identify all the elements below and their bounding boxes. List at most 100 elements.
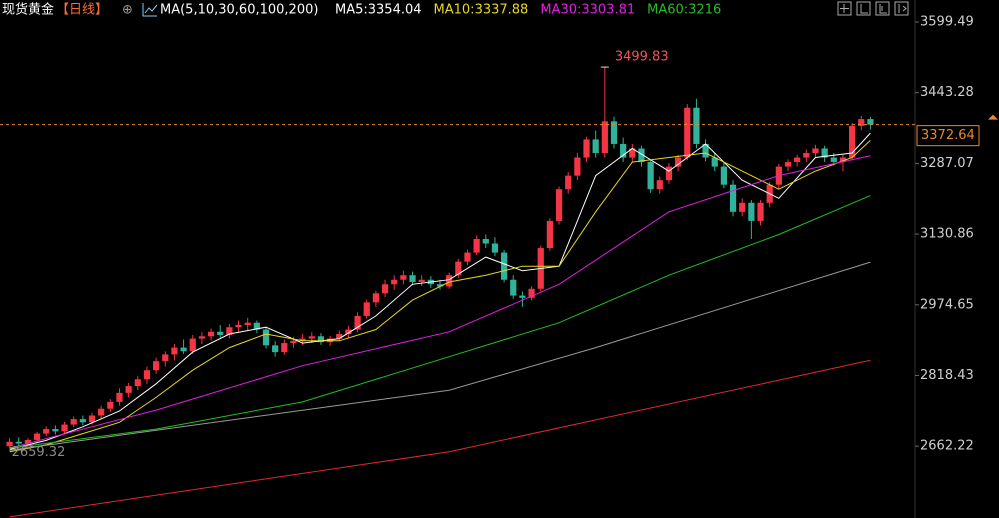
candle-body bbox=[262, 329, 270, 346]
last-price-label: 3372.64 bbox=[921, 128, 975, 143]
candle-body bbox=[583, 139, 590, 158]
candle-body bbox=[134, 379, 141, 387]
candle-body bbox=[574, 157, 581, 176]
candle-body bbox=[226, 327, 233, 335]
y-tick-label: 3599.49 bbox=[920, 14, 974, 29]
candle-body bbox=[61, 424, 68, 432]
ma-line bbox=[9, 261, 871, 451]
candle-body bbox=[500, 252, 508, 280]
indicator: MA(5,10,30,60,100,200) bbox=[160, 3, 318, 18]
candle-body bbox=[24, 439, 32, 444]
candle-body bbox=[665, 166, 673, 181]
candle-body bbox=[839, 157, 847, 163]
candle-body bbox=[482, 238, 489, 244]
candle-body bbox=[436, 284, 444, 287]
legend-entry: MA10:3337.88 bbox=[434, 3, 529, 18]
candle-body bbox=[684, 107, 691, 158]
candle-body bbox=[629, 148, 636, 158]
candle-body bbox=[336, 334, 343, 339]
candle-body bbox=[180, 347, 187, 352]
candle-body bbox=[409, 275, 416, 282]
candle-body bbox=[198, 336, 206, 339]
candle-body bbox=[281, 343, 288, 353]
candle-body bbox=[656, 180, 663, 190]
candle-body bbox=[638, 148, 645, 163]
candle-body bbox=[858, 119, 865, 126]
candle-body bbox=[711, 157, 718, 167]
candle-body bbox=[244, 322, 251, 325]
title: 现货黄金 bbox=[2, 2, 54, 18]
y-tick-label: 3287.07 bbox=[920, 156, 974, 171]
add-icon[interactable]: ⊕ bbox=[122, 3, 133, 18]
candle-body bbox=[116, 392, 123, 402]
candle-body bbox=[510, 279, 517, 296]
candle-body bbox=[848, 125, 856, 158]
candle-body bbox=[345, 329, 352, 335]
y-tick-label: 2818.43 bbox=[920, 368, 974, 383]
candle-body bbox=[391, 279, 398, 285]
candle-body bbox=[290, 340, 297, 344]
candle-body bbox=[143, 370, 151, 380]
candle-body bbox=[803, 153, 810, 158]
candle-body bbox=[107, 401, 114, 409]
candle-body bbox=[620, 143, 627, 158]
tool-icon[interactable] bbox=[837, 1, 852, 16]
candle-body bbox=[33, 433, 41, 440]
ma-line bbox=[9, 359, 871, 518]
candle-body bbox=[674, 157, 682, 167]
toolbar bbox=[837, 1, 909, 16]
y-tick-label: 3130.86 bbox=[920, 227, 974, 242]
candle-body bbox=[720, 166, 728, 185]
ma-line bbox=[9, 140, 871, 453]
candle-body bbox=[98, 408, 105, 416]
high-label: 3499.83 bbox=[615, 50, 669, 65]
candle-body bbox=[830, 157, 837, 163]
candle-body bbox=[491, 243, 499, 253]
tool-icon[interactable] bbox=[856, 1, 871, 16]
candle-body bbox=[473, 238, 480, 253]
candle-body bbox=[400, 275, 407, 280]
candle-body bbox=[372, 293, 380, 303]
candle-body bbox=[15, 441, 22, 444]
tool-icon[interactable] bbox=[894, 1, 909, 16]
candle-body bbox=[748, 202, 755, 221]
candle-body bbox=[354, 315, 361, 330]
candle-body bbox=[88, 415, 96, 423]
candle-body bbox=[565, 175, 572, 190]
y-tick-label: 2974.65 bbox=[920, 297, 974, 312]
candle-body bbox=[363, 302, 370, 316]
candle-body bbox=[299, 338, 306, 341]
candle-body bbox=[70, 419, 77, 425]
candle-body bbox=[867, 119, 874, 125]
y-tick-label: 2662.22 bbox=[920, 439, 974, 454]
period[interactable]: 【日线】 bbox=[56, 3, 108, 18]
candle-body bbox=[821, 148, 828, 158]
legend-entry: MA30:3303.81 bbox=[540, 3, 635, 18]
legend: MA5:3354.04 MA10:3337.88 MA30:3303.81 MA60:… bbox=[335, 3, 721, 18]
candle-body bbox=[610, 121, 618, 144]
candle-body bbox=[757, 202, 764, 221]
tool-glyph bbox=[840, 4, 907, 14]
candle-body bbox=[217, 331, 224, 335]
candle-body bbox=[272, 345, 279, 353]
tool-icon[interactable] bbox=[875, 1, 890, 16]
candle-body bbox=[528, 288, 535, 298]
candle-body bbox=[464, 252, 471, 262]
candle-body bbox=[601, 121, 608, 154]
candle-body bbox=[693, 107, 700, 144]
candle-body bbox=[812, 148, 819, 154]
candle-body bbox=[235, 324, 242, 328]
candle-body bbox=[555, 189, 563, 221]
candle-body bbox=[446, 275, 453, 287]
candle-body bbox=[6, 441, 13, 447]
ma-line bbox=[9, 195, 871, 449]
candle-body bbox=[784, 162, 792, 167]
candle-body bbox=[152, 361, 160, 371]
candle-body bbox=[546, 220, 554, 249]
last-price-box bbox=[916, 125, 980, 147]
candle-body bbox=[317, 336, 325, 343]
ma-line bbox=[9, 155, 871, 449]
low-label: 2659.32 bbox=[12, 445, 66, 460]
